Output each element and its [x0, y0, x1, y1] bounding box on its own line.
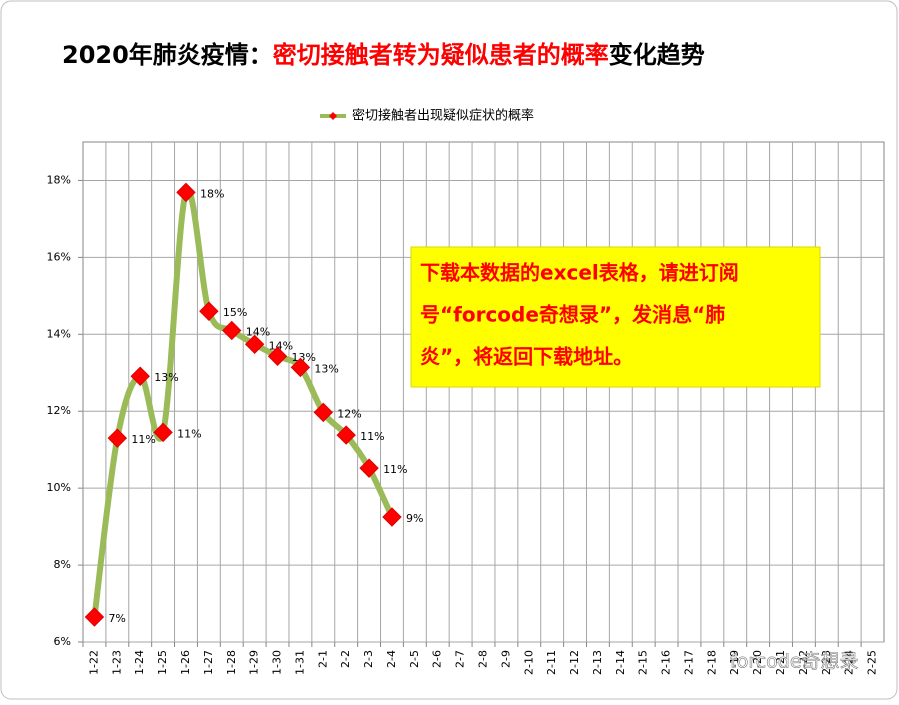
data-label: 14%	[269, 339, 293, 352]
legend-label: 密切接触者出现疑似症状的概率	[352, 108, 534, 124]
marker	[359, 458, 379, 478]
x-tick-label: 2-4	[385, 650, 398, 668]
annotation-box	[410, 246, 821, 388]
annotation-text: 号“forcode奇想录”，发消息“肺	[420, 303, 725, 327]
marker	[84, 607, 105, 627]
x-tick-label: 1-29	[248, 650, 261, 675]
x-tick-label: 2-14	[614, 650, 627, 675]
data-label: 14%	[246, 325, 270, 338]
x-tick-label: 2-12	[568, 650, 581, 675]
x-tick-label: 2-18	[705, 650, 718, 675]
title-part: 2020年肺炎疫情：	[62, 41, 273, 69]
x-tick-label: 2-15	[637, 650, 650, 675]
annotation-text: 炎”，将返回下载地址。	[420, 345, 633, 369]
y-tick-label: 8%	[54, 558, 71, 571]
marker	[267, 346, 288, 366]
x-tick-label: 1-28	[225, 650, 238, 675]
annotation-text: 下载本数据的excel表格，请进订阅	[420, 261, 739, 285]
data-label: 11%	[360, 430, 384, 443]
x-tick-label: 2-19	[728, 650, 741, 675]
y-tick-label: 18%	[47, 173, 71, 186]
x-tick-label: 2-20	[751, 650, 764, 675]
data-label: 11%	[131, 433, 155, 446]
marker	[130, 366, 150, 386]
x-tick-label: 2-10	[522, 650, 535, 675]
x-tick-label: 2-9	[499, 650, 512, 668]
x-tick-label: 2-3	[362, 650, 375, 668]
x-tick-label: 2-24	[843, 650, 856, 675]
marker	[222, 320, 242, 341]
x-tick-label: 2-11	[545, 650, 558, 675]
x-tick-label: 2-16	[660, 650, 673, 675]
data-label: 7%	[108, 612, 125, 625]
x-tick-label: 2-6	[431, 650, 444, 668]
x-tick-label: 2-23	[820, 650, 833, 675]
marker	[153, 422, 173, 443]
y-tick-label: 12%	[47, 404, 71, 417]
x-tick-label: 2-1	[316, 650, 329, 668]
x-tick-label: 2-17	[682, 650, 695, 675]
data-label: 11%	[383, 463, 407, 476]
y-tick-label: 6%	[54, 635, 71, 648]
marker	[107, 428, 128, 448]
x-tick-label: 2-22	[797, 650, 810, 675]
x-tick-label: 1-23	[110, 650, 123, 675]
data-label: 18%	[200, 187, 224, 200]
title-part: 密切接触者转为疑似患者的概率	[273, 41, 609, 69]
watermark: forcode奇想录	[730, 651, 859, 673]
x-tick-label: 1-31	[293, 650, 306, 675]
x-tick-label: 2-13	[591, 650, 604, 675]
marker	[176, 182, 196, 203]
marker	[382, 507, 402, 527]
data-label: 11%	[177, 427, 201, 440]
x-tick-label: 2-5	[408, 650, 421, 668]
x-tick-label: 1-25	[156, 650, 169, 675]
x-tick-label: 2-7	[454, 650, 467, 668]
data-label: 15%	[223, 306, 247, 319]
x-tick-label: 1-27	[202, 650, 215, 675]
data-label: 9%	[406, 512, 423, 525]
data-label: 13%	[314, 362, 338, 375]
marker	[290, 357, 311, 378]
x-tick-label: 2-25	[866, 650, 879, 675]
legend-marker	[329, 112, 337, 120]
y-tick-label: 16%	[47, 250, 71, 263]
x-tick-label: 1-22	[87, 650, 100, 675]
x-tick-label: 2-21	[774, 650, 787, 675]
x-tick-label: 1-30	[271, 650, 284, 675]
data-label: 13%	[154, 371, 178, 384]
x-tick-label: 2-2	[339, 650, 352, 668]
marker	[199, 301, 219, 321]
x-tick-label: 2-8	[477, 650, 490, 668]
y-tick-label: 10%	[47, 481, 71, 494]
marker	[313, 402, 334, 423]
plot-area	[82, 141, 885, 643]
marker	[244, 334, 265, 355]
title-part: 变化趋势	[609, 41, 705, 69]
x-tick-label: 1-26	[179, 650, 192, 675]
marker	[336, 425, 356, 445]
y-tick-label: 14%	[47, 327, 71, 340]
data-label: 12%	[337, 407, 361, 420]
x-tick-label: 1-24	[133, 650, 146, 675]
chart-title: 2020年肺炎疫情：密切接触者转为疑似患者的概率变化趋势	[62, 41, 705, 69]
